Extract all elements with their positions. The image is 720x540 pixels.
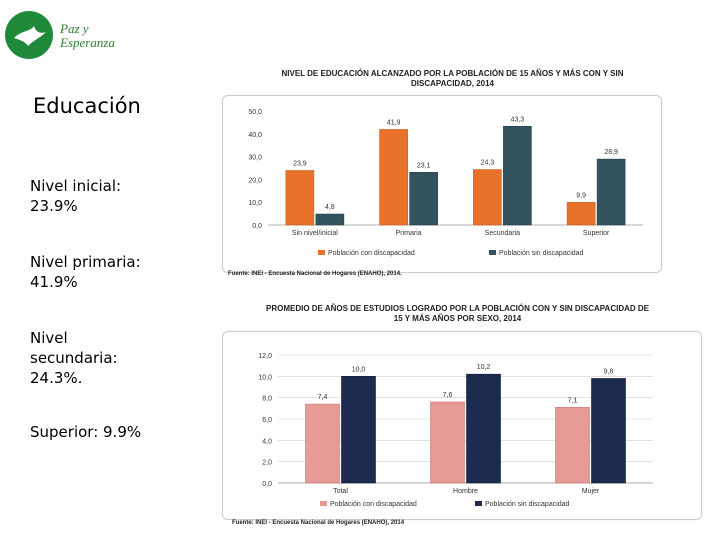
bullet-primaria: Nivel primaria: 41.9% — [30, 253, 141, 291]
bar-con-discapacidad — [555, 406, 590, 484]
bar-con-discapacidad — [305, 403, 340, 484]
logo: Paz y Esperanza — [4, 10, 134, 66]
chart2-source: Fuente: INEI - Encuesta Nacional de Hoga… — [232, 520, 405, 526]
dove-logo-icon — [5, 11, 53, 59]
chart1-title: NIVEL DE EDUCACIÓN ALCANZADO POR LA POBL… — [281, 69, 624, 88]
y-tick-label: 8,0 — [262, 396, 272, 403]
legend-swatch-con — [318, 250, 325, 255]
slide-title: Educación — [33, 94, 141, 118]
data-label: 7,1 — [568, 397, 578, 404]
data-label: 10,0 — [352, 366, 366, 373]
data-label: 4,8 — [325, 204, 335, 211]
chart1-frame: 0,0 10,0 20,0 30,0 40,0 50,0 23,9 4,8 Sin nivel/… — [222, 95, 662, 273]
bar-sin-discapacidad — [466, 373, 501, 484]
bar-sin-discapacidad — [341, 376, 376, 484]
bullet-inicial: Nivel inicial: 23.9% — [30, 177, 122, 215]
x-tick-label: Secundaria — [485, 230, 521, 237]
logo-line-1: Paz y — [60, 21, 89, 36]
x-tick-label: Primaria — [396, 230, 422, 237]
chart2-title: PROMEDIO DE AÑOS DE ESTUDIOS LOGRADO POR… — [266, 304, 649, 323]
y-tick-label: 10,0 — [258, 374, 272, 381]
chart1-svg: 0,0 10,0 20,0 30,0 40,0 50,0 23,9 4,8 Sin nivel/… — [248, 109, 643, 257]
y-tick-label: 10,0 — [248, 200, 262, 207]
bar-sin-discapacidad — [315, 213, 345, 226]
y-tick-label: 0,0 — [262, 481, 272, 488]
y-tick-label: 20,0 — [248, 177, 262, 184]
data-label: 9,8 — [604, 368, 614, 375]
bar-sin-discapacidad — [596, 158, 626, 226]
y-tick-label: 0,0 — [252, 223, 262, 230]
legend-label-sin: Población sin discapacidad — [485, 501, 570, 508]
data-label: 43,3 — [511, 116, 525, 123]
y-tick-label: 30,0 — [248, 155, 262, 162]
legend-label-sin: Población sin discapacidad — [499, 250, 584, 257]
legend-swatch-sin — [475, 501, 482, 506]
legend-label-con: Población con discapacidad — [328, 250, 415, 257]
logo-text: Paz y Esperanza — [60, 22, 115, 50]
x-tick-label: Mujer — [582, 488, 600, 495]
y-tick-label: 12,0 — [258, 353, 272, 360]
legend-swatch-sin — [489, 250, 496, 255]
y-tick-label: 40,0 — [248, 132, 262, 139]
y-tick-label: 2,0 — [262, 460, 272, 467]
chart2-frame: 0,0 2,0 4,0 6,0 8,0 10,0 12,0 7,4 10,0 Total 7,6 10… — [222, 331, 702, 520]
legend-swatch-con — [320, 501, 327, 506]
x-tick-label: Hombre — [453, 488, 478, 495]
y-tick-label: 50,0 — [248, 109, 262, 116]
data-label: 10,2 — [477, 364, 491, 371]
chart1-source: Fuente: INEI - Encuesta Nacional de Hoga… — [228, 271, 402, 277]
bar-con-discapacidad — [473, 169, 502, 226]
bar-sin-discapacidad — [409, 172, 438, 226]
x-tick-label: Superior — [583, 230, 610, 237]
bullet-superior: Superior: 9.9% — [30, 423, 142, 441]
data-label: 7,4 — [318, 394, 328, 401]
x-tick-label: Sin nivel/inicial — [292, 230, 338, 237]
data-label: 9,9 — [576, 192, 586, 199]
y-tick-label: 4,0 — [262, 438, 272, 445]
x-tick-label: Total — [333, 488, 348, 495]
bar-sin-discapacidad — [503, 125, 532, 226]
y-tick-label: 6,0 — [262, 417, 272, 424]
logo-line-2: Esperanza — [60, 35, 115, 50]
bar-con-discapacidad — [285, 170, 315, 226]
data-label: 7,6 — [443, 392, 453, 399]
bar-sin-discapacidad — [591, 378, 626, 484]
data-label: 24,3 — [481, 160, 495, 167]
bar-con-discapacidad — [566, 202, 596, 226]
bullet-secundaria: Nivel secundaria: 24.3%. — [30, 329, 118, 387]
bar-con-discapacidad — [379, 129, 408, 226]
data-label: 23,9 — [293, 161, 307, 168]
bar-con-discapacidad — [430, 401, 465, 484]
chart2-svg: 0,0 2,0 4,0 6,0 8,0 10,0 12,0 7,4 10,0 Total 7,6 10… — [258, 353, 653, 508]
legend-label-con: Población con discapacidad — [330, 501, 417, 508]
data-label: 28,9 — [604, 149, 618, 156]
data-label: 23,1 — [417, 162, 431, 169]
data-label: 41,9 — [387, 119, 401, 126]
